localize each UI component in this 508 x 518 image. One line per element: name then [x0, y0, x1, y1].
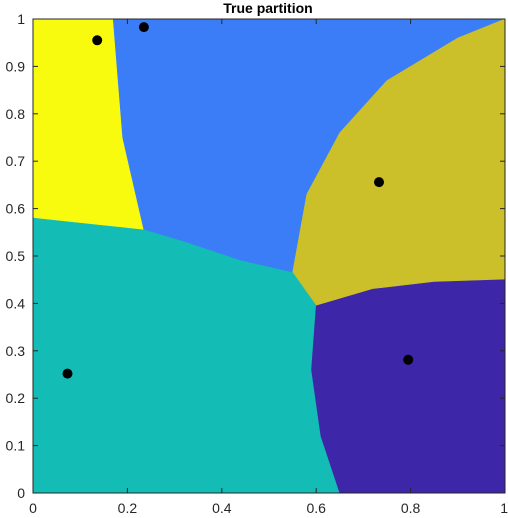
y-tick-label: 0.1 [6, 438, 26, 454]
x-tick-label: 0.4 [212, 500, 232, 516]
y-tick-label: 0.9 [6, 58, 26, 74]
x-tick-label: 0 [29, 500, 37, 516]
x-axis-ticks: 0 0.2 0.4 0.6 0.8 1 [29, 19, 508, 516]
region-indigo [311, 279, 506, 494]
data-point-1 [92, 35, 103, 46]
y-tick-label: 0.7 [6, 153, 26, 169]
data-point-2 [138, 22, 149, 33]
x-tick-label: 1 [500, 500, 508, 516]
y-tick-label: 0.4 [6, 295, 26, 311]
data-point-4 [403, 354, 414, 365]
x-tick-label: 0.6 [306, 500, 326, 516]
y-tick-label: 0.3 [6, 343, 26, 359]
data-point-5 [62, 368, 73, 379]
y-tick-label: 0.5 [6, 248, 26, 264]
points-layer [62, 22, 414, 379]
chart-title: True partition [223, 0, 312, 16]
y-tick-label: 0.2 [6, 390, 26, 406]
y-tick-label: 0.6 [6, 201, 26, 217]
y-tick-label: 0.8 [6, 106, 26, 122]
y-axis-ticks: 0 0.1 0.2 0.3 0.4 0.5 0.6 0.7 0.8 0.9 1 [6, 11, 505, 501]
x-tick-label: 0.2 [118, 500, 138, 516]
regions-layer [32, 18, 506, 494]
data-point-3 [374, 177, 384, 188]
y-tick-label: 1 [17, 11, 25, 27]
x-tick-label: 0.8 [401, 500, 421, 516]
y-tick-label: 0 [17, 485, 25, 501]
